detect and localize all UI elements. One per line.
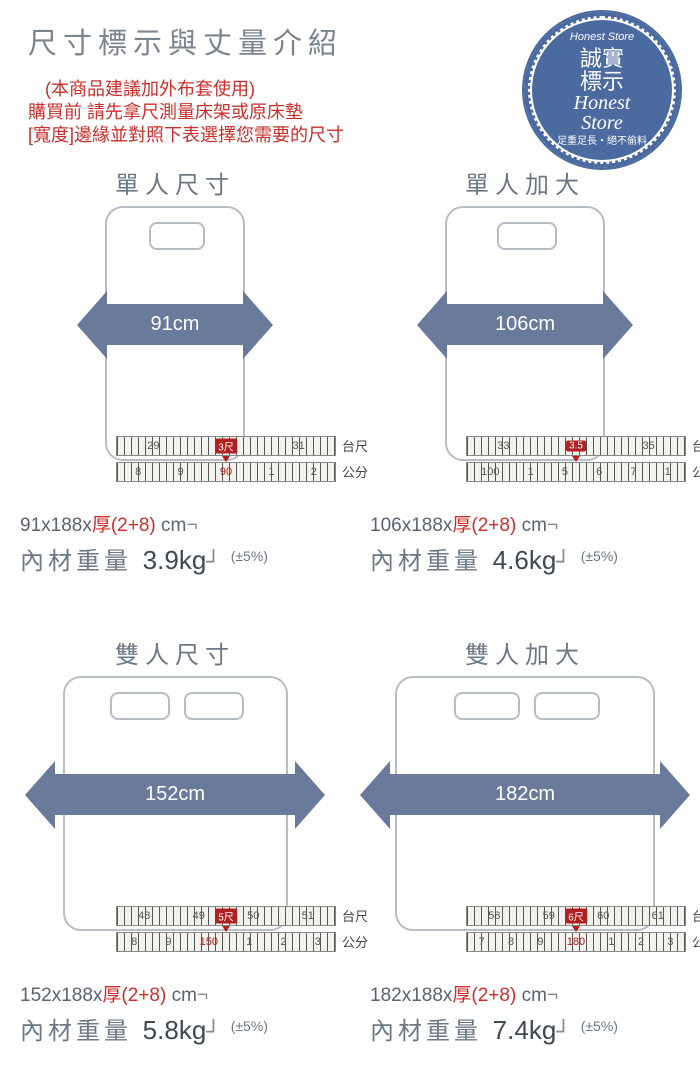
weight-text: 內材重量 7.4kg┘(±5%)	[370, 1011, 680, 1047]
ruler-mark: 6尺	[565, 909, 587, 924]
subtitle-3: [寬度]邊緣並對照下表選擇您需要的尺寸	[28, 121, 344, 147]
dimension-text: 91x188x厚(2+8) cm¬	[20, 510, 330, 537]
size-cell-0: 單人尺寸 91cm2930313尺899012台尺公分 91x188x厚(2+8) …	[0, 165, 350, 605]
dimension-text: 106x188x厚(2+8) cm¬	[370, 510, 680, 537]
arrow-left-icon	[25, 761, 55, 829]
width-arrow-label: 152cm	[54, 774, 296, 815]
badge-en-1: Honest	[574, 93, 631, 113]
arrow-right-icon	[603, 291, 633, 359]
size-cell-3: 雙人加大182cm585960616尺789180123台尺公分182x188x…	[350, 635, 700, 1075]
ruler-taiwanese-foot: 3334353.5	[466, 436, 686, 456]
pillow-icon	[149, 222, 205, 250]
dimension-text: 152x188x厚(2+8) cm¬	[20, 980, 330, 1007]
ruler-label-bottom: 公分	[692, 932, 700, 951]
size-title: 單人尺寸	[20, 165, 330, 200]
ruler-centimeter: 789180123	[466, 932, 686, 952]
ruler-taiwanese-foot: 484950515尺	[116, 906, 336, 926]
badge-arc-bottom: 足重足長・絕不偷料	[557, 132, 647, 147]
pillow-icon	[184, 692, 244, 720]
honest-store-badge: Honest Store 誠實 標示 Honest Store 足重足長・絕不偷…	[522, 10, 682, 170]
ruler-block: 3334353.510015671台尺公分	[466, 436, 686, 482]
dimension-text: 182x188x厚(2+8) cm¬	[370, 980, 680, 1007]
width-arrow-label: 182cm	[389, 774, 661, 815]
arrow-left-icon	[77, 291, 107, 359]
ruler-mark: 3.5	[566, 441, 586, 452]
badge-cn-2: 標示	[580, 70, 624, 93]
weight-text: 內材重量 4.6kg┘(±5%)	[370, 541, 680, 577]
width-arrow-label: 91cm	[106, 304, 244, 345]
badge-en-2: Store	[581, 113, 622, 133]
arrow-right-icon	[660, 761, 690, 829]
ruler-centimeter: 89150123	[116, 932, 336, 952]
mattress-diagram: 152cm484950515尺89150123台尺公分	[20, 676, 330, 946]
ruler-centimeter: 899012	[116, 462, 336, 482]
pillow-icon	[454, 692, 520, 720]
width-arrow: 152cm	[25, 761, 325, 829]
ruler-label-top: 台尺	[692, 906, 700, 925]
arrow-right-icon	[243, 291, 273, 359]
size-cell-1: 單人加大106cm3334353.510015671台尺公分106x188x厚(…	[350, 165, 700, 605]
pillow-icon	[110, 692, 170, 720]
ruler-block: 2930313尺899012台尺公分	[116, 436, 336, 482]
size-title: 單人加大	[370, 165, 680, 200]
arrow-left-icon	[417, 291, 447, 359]
size-title: 雙人尺寸	[20, 635, 330, 670]
arrow-left-icon	[360, 761, 390, 829]
width-arrow: 106cm	[417, 291, 633, 359]
weight-text: 內材重量 5.8kg┘(±5%)	[20, 1011, 330, 1047]
ruler-block: 585960616尺789180123台尺公分	[466, 906, 686, 952]
ruler-taiwanese-foot: 2930313尺	[116, 436, 336, 456]
width-arrow: 182cm	[360, 761, 690, 829]
ruler-centimeter: 10015671	[466, 462, 686, 482]
weight-text: 內材重量 3.9kg┘(±5%)	[20, 541, 330, 577]
size-grid: 單人尺寸91cm2930313尺899012台尺公分91x188x厚(2+8) …	[0, 165, 700, 1075]
ruler-block: 484950515尺89150123台尺公分	[116, 906, 336, 952]
mattress-diagram: 106cm3334353.510015671台尺公分	[370, 206, 680, 476]
badge-arc-top: Honest Store	[570, 31, 634, 43]
size-cell-2: 雙人尺寸 152cm484950515尺89150123台尺公分 152x188x厚…	[0, 635, 350, 1075]
ruler-label-top: 台尺	[692, 436, 700, 455]
badge-cn-1: 誠實	[580, 47, 624, 70]
width-arrow-label: 106cm	[446, 304, 604, 345]
mattress-diagram: 91cm2930313尺899012台尺公分	[20, 206, 330, 476]
width-arrow: 91cm	[77, 291, 273, 359]
size-title: 雙人加大	[370, 635, 680, 670]
ruler-label-bottom: 公分	[692, 462, 700, 481]
badge-inner: Honest Store 誠實 標示 Honest Store 足重足長・絕不偷…	[537, 25, 667, 155]
page-title: 尺寸標示與丈量介紹	[28, 20, 343, 62]
pillow-icon	[534, 692, 600, 720]
ruler-mark: 3尺	[215, 439, 237, 454]
mattress-diagram: 182cm585960616尺789180123台尺公分	[370, 676, 680, 946]
ruler-mark: 5尺	[215, 909, 237, 924]
pillow-icon	[497, 222, 557, 250]
arrow-right-icon	[295, 761, 325, 829]
ruler-taiwanese-foot: 585960616尺	[466, 906, 686, 926]
